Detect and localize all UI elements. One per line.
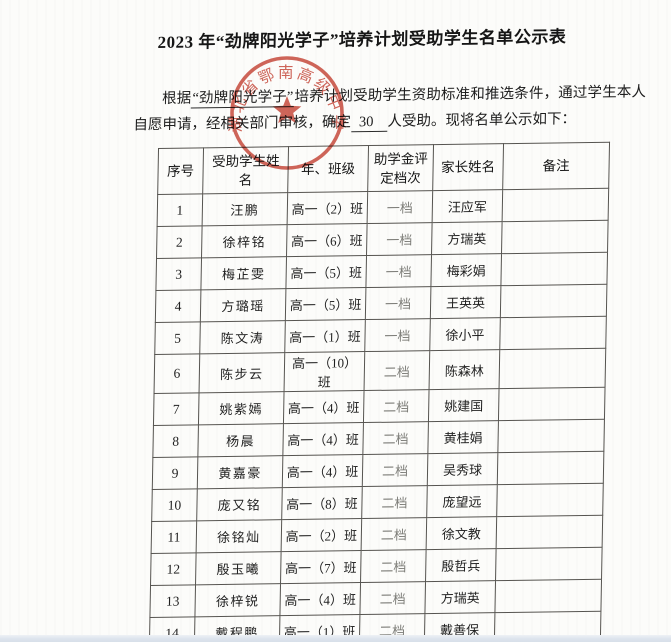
cell-tier: 二档	[359, 581, 426, 615]
cell-remark	[500, 252, 608, 286]
cell-tier: 一档	[364, 318, 431, 352]
cell-name: 陈文涛	[199, 320, 286, 354]
cell-class: 高一（5）班	[285, 255, 367, 289]
cell-remark	[499, 316, 607, 350]
cell-name: 梅芷雯	[200, 256, 287, 290]
cell-remark	[499, 348, 606, 389]
cell-tier: 一档	[365, 286, 431, 320]
recipient-table: 序号 受助学生姓名 年、班级 助学金评定档次 家长姓名 备注 1 汪鹏 高一（2）班…	[148, 141, 611, 642]
table-header: 序号 受助学生姓名 年、班级 助学金评定档次 家长姓名 备注	[157, 142, 610, 195]
cell-tier: 一档	[366, 222, 433, 256]
cell-name: 方璐瑶	[200, 288, 286, 322]
cell-name: 徐梓锐	[194, 583, 281, 617]
cell-tier: 二档	[363, 389, 430, 423]
cell-seq: 11	[151, 520, 197, 554]
cell-name: 杨晨	[197, 423, 284, 457]
program-name-underlined: “劲牌阳光学子”	[191, 89, 295, 109]
page-title: 2023 年“劲牌阳光学子”培养计划受助学生名单公示表	[157, 27, 567, 53]
cell-seq: 8	[152, 424, 199, 458]
col-header-parent: 家长姓名	[432, 143, 504, 191]
cell-parent: 汪应军	[432, 189, 503, 223]
cell-parent: 方瑞英	[431, 221, 503, 255]
intro-lead: 根据	[161, 90, 192, 107]
cell-seq: 3	[155, 257, 202, 291]
scanner-edge-strip	[0, 635, 671, 642]
cell-parent: 殷哲兵	[425, 548, 497, 582]
cell-parent: 庞望远	[426, 484, 498, 518]
cell-class: 高一（2）班	[287, 191, 368, 225]
cell-remark	[494, 579, 602, 613]
cell-class: 高一（2）班	[281, 518, 362, 552]
cell-name: 殷玉曦	[195, 551, 282, 585]
cell-name: 汪鹏	[202, 192, 288, 226]
cell-tier: 二档	[362, 453, 428, 487]
cell-parent: 陈森林	[429, 349, 500, 390]
cell-seq: 7	[153, 392, 200, 426]
cell-parent: 徐文教	[426, 516, 497, 550]
cell-class: 高一（4）班	[279, 582, 361, 616]
cell-class: 高一（10）班	[284, 351, 365, 392]
cell-seq: 13	[149, 584, 196, 618]
recipient-count-underlined: 30	[350, 113, 388, 133]
cell-remark	[502, 188, 609, 222]
cell-class: 高一（4）班	[282, 454, 363, 488]
cell-parent: 王英英	[430, 285, 501, 319]
cell-tier: 二档	[361, 485, 428, 519]
cell-tier: 二档	[360, 549, 427, 583]
cell-name: 黄嘉豪	[197, 455, 283, 489]
cell-parent: 徐小平	[429, 317, 501, 351]
cell-name: 徐铭灿	[196, 519, 282, 553]
table-row: 6 陈步云 高一（10）班 二档 陈森林	[154, 348, 606, 394]
cell-parent: 方瑞英	[424, 580, 496, 614]
cell-remark	[500, 284, 607, 318]
cell-seq: 10	[151, 488, 198, 522]
cell-class: 高一（7）班	[280, 550, 362, 584]
header-row: 序号 受助学生姓名 年、班级 助学金评定档次 家长姓名 备注	[157, 142, 610, 195]
cell-seq: 1	[157, 193, 203, 227]
cell-remark	[495, 547, 603, 581]
cell-class: 高一（1）班	[284, 319, 366, 353]
cell-seq: 4	[155, 289, 201, 323]
cell-remark	[497, 451, 604, 485]
cell-parent: 梅彩娟	[430, 253, 502, 287]
cell-tier: 二档	[361, 517, 427, 551]
col-header-remark: 备注	[502, 142, 610, 190]
col-header-name: 受助学生姓名	[202, 146, 289, 194]
cell-name: 姚紫嫣	[198, 391, 285, 425]
cell-parent: 姚建国	[428, 388, 500, 422]
cell-parent: 吴秀球	[427, 452, 498, 486]
cell-remark	[496, 515, 603, 549]
table-body: 1 汪鹏 高一（2）班 一档 汪应军 2 徐梓铭 高一（6）班 一档 方瑞英 3 梅芷雯 高一（5）班一…	[149, 188, 609, 642]
cell-class: 高一（5）班	[285, 287, 366, 321]
cell-tier: 一档	[367, 190, 433, 224]
cell-remark	[496, 483, 604, 517]
cell-class: 高一（8）班	[281, 486, 363, 520]
cell-seq: 5	[154, 321, 201, 355]
col-header-tier: 助学金评定档次	[367, 144, 434, 192]
cell-name: 庞又铭	[196, 487, 283, 521]
cell-class: 高一（4）班	[283, 390, 365, 424]
cell-remark	[497, 419, 605, 453]
cell-class: 高一（4）班	[282, 422, 364, 456]
cell-seq: 6	[154, 353, 200, 394]
cell-tier: 二档	[364, 350, 430, 391]
cell-remark	[501, 220, 609, 254]
cell-class: 高一（6）班	[286, 223, 368, 257]
cell-tier: 二档	[362, 421, 429, 455]
intro-tail: 人受助。现将名单公示如下：	[387, 111, 577, 130]
cell-name: 徐梓铭	[201, 224, 288, 258]
intro-paragraph: 根据“劲牌阳光学子”培养计划受助学生资助标准和推选条件，通过学生本人自愿申请，经…	[133, 79, 646, 138]
cell-seq: 2	[156, 225, 203, 259]
cell-name: 陈步云	[199, 352, 285, 393]
cell-parent: 黄桂娟	[427, 420, 499, 454]
cell-seq: 9	[152, 456, 198, 490]
cell-tier: 一档	[365, 254, 432, 288]
cell-seq: 12	[150, 552, 197, 586]
cell-remark	[498, 387, 606, 421]
col-header-seq: 序号	[157, 147, 204, 195]
col-header-class: 年、班级	[287, 145, 369, 193]
